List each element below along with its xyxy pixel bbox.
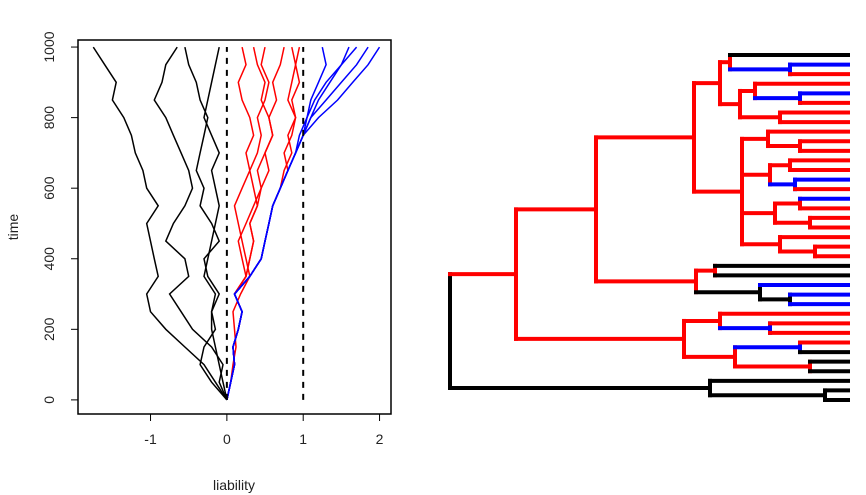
x-axis-label: liability: [213, 477, 255, 493]
x-tick-label: 2: [376, 431, 384, 447]
series-layer: [92, 46, 381, 401]
series-line-1: [92, 46, 228, 401]
x-tick-label: 0: [223, 431, 231, 447]
y-axis-label: time: [5, 214, 21, 241]
x-tick-label: 1: [299, 431, 307, 447]
y-tick-label: 400: [41, 247, 57, 271]
y-tick-label: 600: [41, 176, 57, 200]
series-line-3: [184, 46, 228, 401]
y-tick-label: 0: [41, 396, 57, 404]
plot-frame: [77, 39, 392, 415]
x-tick-label: -1: [144, 431, 157, 447]
y-tick-label: 800: [41, 106, 57, 130]
y-tick-label: 1000: [41, 31, 57, 62]
phylogenetic-tree: [448, 53, 850, 402]
series-line-4: [203, 46, 228, 401]
liability-plot: -1 0 1 2 0 200 400 600 800 1000 liability time: [5, 31, 392, 493]
x-axis-ticks: -1 0 1 2: [144, 414, 384, 447]
y-axis-ticks: 0 200 400 600 800 1000: [41, 31, 78, 404]
series-line-15: [226, 46, 381, 401]
series-line-14: [226, 46, 369, 401]
series-line-2: [153, 46, 228, 401]
y-tick-label: 200: [41, 317, 57, 341]
